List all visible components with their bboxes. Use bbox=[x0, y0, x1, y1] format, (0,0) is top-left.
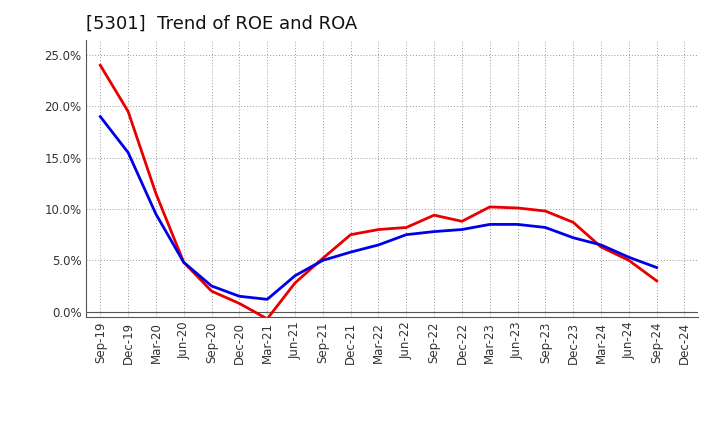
ROE bbox=[235, 301, 243, 306]
ROE bbox=[541, 209, 550, 214]
ROA bbox=[485, 222, 494, 227]
ROE bbox=[291, 280, 300, 286]
ROA bbox=[318, 258, 327, 263]
ROA bbox=[374, 242, 383, 248]
ROE bbox=[318, 256, 327, 261]
ROE bbox=[569, 220, 577, 225]
ROE bbox=[458, 219, 467, 224]
ROA bbox=[597, 242, 606, 248]
ROE bbox=[374, 227, 383, 232]
ROA bbox=[541, 225, 550, 230]
ROE bbox=[179, 260, 188, 265]
ROA bbox=[402, 232, 410, 237]
Text: [5301]  Trend of ROE and ROA: [5301] Trend of ROE and ROA bbox=[86, 15, 358, 33]
ROE bbox=[207, 289, 216, 294]
ROA bbox=[346, 249, 355, 255]
Line: ROA: ROA bbox=[100, 117, 657, 299]
ROE bbox=[624, 258, 633, 263]
ROE bbox=[513, 205, 522, 211]
ROE bbox=[124, 109, 132, 114]
ROA bbox=[235, 293, 243, 299]
Line: ROE: ROE bbox=[100, 65, 657, 319]
ROE bbox=[346, 232, 355, 237]
ROA bbox=[513, 222, 522, 227]
ROE bbox=[485, 204, 494, 209]
ROA bbox=[291, 273, 300, 279]
ROE bbox=[152, 191, 161, 196]
ROE bbox=[263, 316, 271, 322]
ROA bbox=[652, 265, 661, 270]
ROA bbox=[430, 229, 438, 234]
ROE bbox=[652, 278, 661, 283]
ROE bbox=[96, 62, 104, 68]
ROA bbox=[124, 150, 132, 155]
ROA bbox=[569, 235, 577, 240]
ROE bbox=[597, 244, 606, 249]
ROA bbox=[152, 212, 161, 217]
ROA bbox=[96, 114, 104, 119]
ROE bbox=[430, 213, 438, 218]
ROA bbox=[179, 260, 188, 265]
ROA bbox=[263, 297, 271, 302]
ROA bbox=[207, 283, 216, 289]
ROA bbox=[458, 227, 467, 232]
ROA bbox=[624, 255, 633, 260]
ROE bbox=[402, 225, 410, 230]
